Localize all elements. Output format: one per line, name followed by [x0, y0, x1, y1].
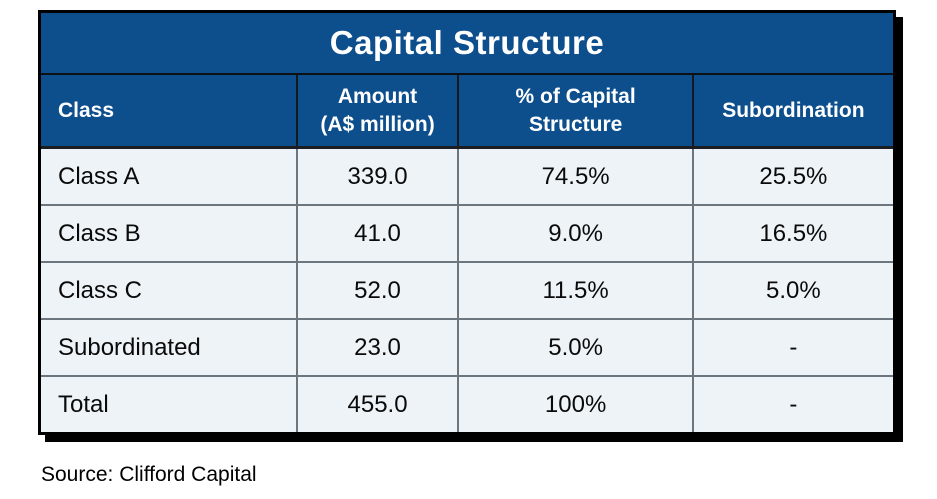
cell-subordination: 16.5%	[691, 204, 893, 263]
cell-amount: 41.0	[295, 204, 460, 263]
cell-amount: 455.0	[295, 375, 460, 432]
cell-amount: 52.0	[295, 261, 460, 320]
col-header-subordination: Subordination	[691, 75, 893, 149]
col-header-sub-line1: Subordination	[722, 98, 865, 122]
cell-subordination: 25.5%	[691, 146, 893, 206]
cell-pct: 74.5%	[457, 146, 694, 206]
cell-class: Class C	[41, 261, 298, 320]
cell-subordination: -	[691, 375, 893, 432]
col-header-pct-line1: % of Capital	[515, 85, 636, 109]
cell-class: Class A	[41, 146, 298, 206]
col-header-class: Class	[41, 75, 298, 149]
col-header-pct-capital: % of Capital Structure	[457, 75, 694, 149]
col-header-amount-line1: Amount	[337, 85, 418, 109]
table-title: Capital Structure	[41, 13, 893, 75]
cell-subordination: 5.0%	[691, 261, 893, 320]
cell-class: Subordinated	[41, 318, 298, 377]
cell-pct: 9.0%	[457, 204, 694, 263]
cell-subordination: -	[691, 318, 893, 377]
cell-pct: 100%	[457, 375, 694, 432]
col-header-amount-line2: (A$ million)	[320, 112, 435, 136]
cell-amount: 339.0	[295, 146, 460, 206]
source-note: Source: Clifford Capital	[41, 463, 257, 486]
col-header-pct-line2: Structure	[528, 112, 623, 136]
table-header-row: Class Amount (A$ million) % of Capital Str…	[41, 75, 893, 149]
col-header-amount: Amount (A$ million)	[295, 75, 460, 149]
cell-class: Total	[41, 375, 298, 432]
col-header-class-line1: Class	[58, 98, 115, 122]
cell-pct: 5.0%	[457, 318, 694, 377]
table-row-subordinated: Subordinated 23.0 5.0% -	[41, 318, 893, 377]
table-row-class-c: Class C 52.0 11.5% 5.0%	[41, 261, 893, 320]
capital-structure-table: Capital Structure Class Amount (A$ millio…	[38, 10, 896, 435]
table-row-class-b: Class B 41.0 9.0% 16.5%	[41, 204, 893, 263]
cell-amount: 23.0	[295, 318, 460, 377]
table-row-class-a: Class A 339.0 74.5% 25.5%	[41, 146, 893, 206]
table-row-total: Total 455.0 100% -	[41, 375, 893, 432]
cell-class: Class B	[41, 204, 298, 263]
data-table: Class Amount (A$ million) % of Capital Str…	[41, 75, 893, 432]
cell-pct: 11.5%	[457, 261, 694, 320]
